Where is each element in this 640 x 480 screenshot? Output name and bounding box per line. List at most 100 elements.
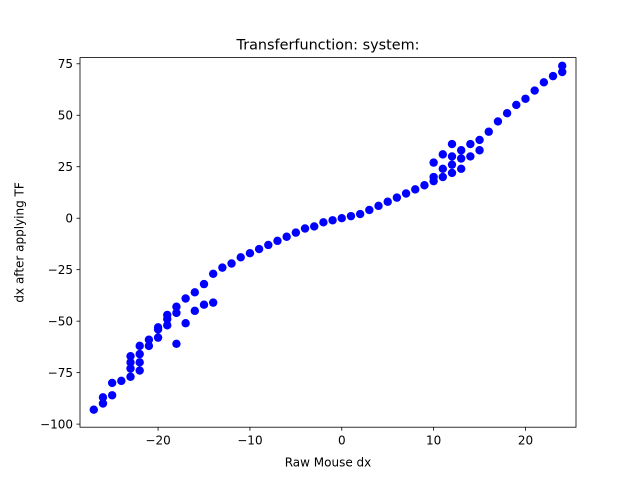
data-point — [181, 319, 190, 328]
data-point — [190, 288, 200, 297]
data-point — [521, 94, 530, 103]
data-point — [456, 146, 466, 155]
data-point — [558, 67, 567, 77]
data-point — [153, 323, 163, 332]
data-point — [365, 205, 374, 215]
y-tick-label: 75 — [58, 57, 73, 71]
x-axis-ticks: −20 −10 0 10 20 — [145, 427, 533, 448]
data-point — [346, 211, 356, 221]
data-point — [530, 86, 539, 95]
data-point — [411, 185, 420, 194]
x-tick-label: 20 — [518, 434, 533, 448]
data-point — [144, 341, 154, 351]
data-point — [484, 127, 493, 136]
data-point — [199, 300, 209, 309]
data-point — [300, 224, 310, 233]
data-point — [475, 146, 484, 155]
data-point — [199, 279, 209, 289]
data-point — [181, 294, 190, 303]
data-point — [548, 71, 558, 81]
y-tick-label: −25 — [48, 263, 73, 277]
x-tick-label: −20 — [145, 434, 170, 448]
data-point — [135, 349, 144, 359]
data-point — [319, 218, 328, 227]
data-point — [466, 139, 475, 149]
data-point — [466, 152, 475, 161]
data-point — [438, 150, 448, 159]
data-point — [401, 189, 411, 198]
data-point — [126, 364, 135, 373]
data-point — [282, 232, 291, 241]
data-point — [135, 358, 144, 367]
data-point — [126, 351, 135, 361]
data-point — [383, 197, 392, 206]
data-point — [558, 61, 567, 71]
chart-title: Transferfunction: system: — [236, 38, 420, 54]
data-point — [328, 216, 337, 225]
data-point — [135, 341, 144, 351]
plot-frame — [79, 57, 577, 428]
y-tick-label: −75 — [48, 366, 73, 380]
data-point — [392, 193, 402, 202]
data-point — [236, 253, 245, 262]
data-point — [218, 263, 227, 272]
data-point — [420, 181, 429, 190]
data-point — [493, 117, 503, 126]
data-point — [172, 339, 181, 349]
data-point — [107, 378, 117, 388]
data-point — [98, 399, 108, 408]
data-point — [135, 366, 144, 375]
data-points — [89, 61, 567, 414]
data-point — [107, 391, 117, 400]
data-point — [310, 222, 319, 231]
data-point — [254, 244, 264, 254]
data-point — [89, 405, 98, 414]
data-point — [163, 310, 172, 320]
x-tick-label: 10 — [426, 434, 441, 448]
y-axis-ticks: −100 −75 −50 −25 0 25 50 75 — [40, 57, 80, 431]
data-point — [245, 249, 255, 258]
data-point — [456, 154, 466, 163]
data-point — [438, 164, 448, 173]
data-point — [208, 269, 218, 278]
data-point — [456, 164, 466, 173]
data-point — [429, 158, 438, 167]
data-point — [144, 335, 154, 344]
data-point — [337, 214, 346, 223]
x-tick-label: −10 — [237, 434, 262, 448]
data-point — [291, 228, 301, 237]
data-point — [539, 78, 549, 87]
y-tick-label: 50 — [58, 108, 73, 122]
data-point — [98, 393, 108, 402]
data-point — [447, 168, 457, 178]
data-point — [172, 308, 181, 318]
data-point — [190, 306, 200, 316]
data-point — [153, 333, 163, 342]
data-point — [208, 298, 218, 307]
data-point — [117, 376, 126, 386]
data-point — [355, 209, 365, 219]
data-point — [512, 100, 521, 110]
data-point — [447, 160, 457, 169]
data-point — [126, 372, 135, 381]
data-point — [438, 172, 448, 182]
y-tick-label: −50 — [48, 314, 73, 328]
data-point — [374, 201, 383, 211]
y-tick-label: 0 — [65, 211, 73, 225]
y-tick-label: −100 — [40, 417, 73, 431]
data-point — [429, 172, 438, 182]
data-point — [475, 135, 484, 145]
data-point — [264, 240, 273, 250]
x-tick-label: 0 — [338, 434, 346, 448]
y-tick-label: 25 — [58, 160, 73, 174]
x-axis-label: Raw Mouse dx — [285, 456, 372, 470]
data-point — [227, 259, 236, 268]
data-point — [163, 321, 172, 330]
data-point — [502, 108, 512, 118]
data-point — [172, 302, 181, 311]
data-point — [447, 139, 457, 149]
data-point — [273, 236, 282, 246]
data-point — [447, 152, 457, 161]
